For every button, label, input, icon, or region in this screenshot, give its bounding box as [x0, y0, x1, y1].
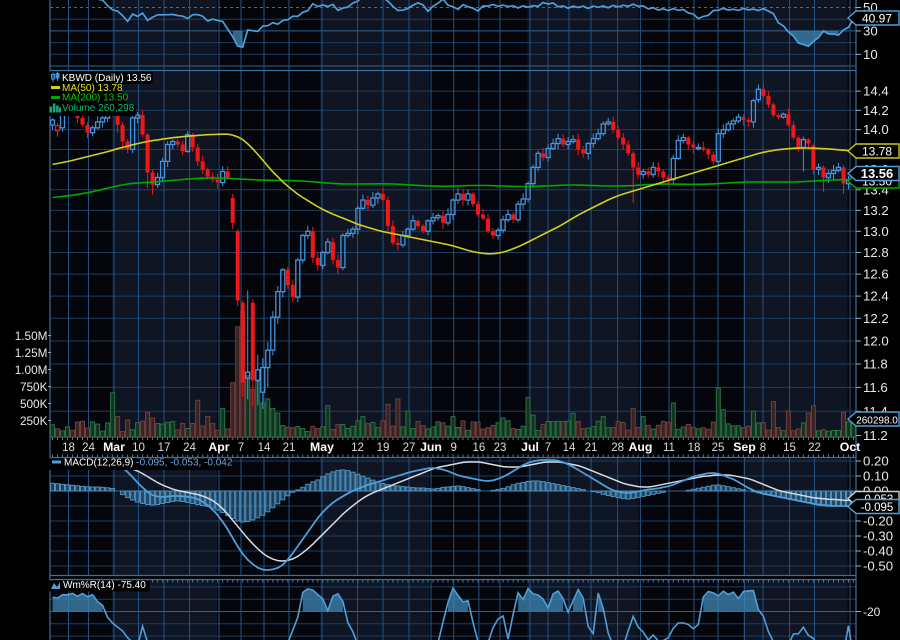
svg-text:24: 24	[183, 442, 196, 454]
svg-text:11.8: 11.8	[863, 357, 888, 372]
svg-text:13.0: 13.0	[863, 224, 889, 239]
svg-text:12.4: 12.4	[863, 289, 889, 304]
svg-text:-0.50: -0.50	[863, 559, 893, 574]
svg-text:MACD(12,26,9) -0.095, -0.053,: MACD(12,26,9) -0.095, -0.053, -0.042	[64, 458, 233, 469]
svg-text:Oct: Oct	[840, 440, 861, 454]
svg-text:12.8: 12.8	[863, 245, 889, 260]
svg-text:Jul: Jul	[521, 440, 539, 454]
svg-text:12.2: 12.2	[863, 311, 889, 326]
svg-text:11: 11	[663, 442, 675, 454]
svg-text:Jun: Jun	[420, 440, 442, 454]
svg-text:1.25M: 1.25M	[15, 346, 48, 360]
svg-text:260298.0: 260298.0	[856, 415, 898, 426]
svg-text:MA(200) 13.50: MA(200) 13.50	[62, 93, 129, 104]
svg-text:16: 16	[473, 442, 486, 454]
svg-text:Mar: Mar	[103, 440, 125, 454]
svg-text:1.50M: 1.50M	[15, 329, 48, 343]
svg-text:18: 18	[688, 442, 701, 454]
svg-text:22: 22	[808, 442, 821, 454]
svg-text:28: 28	[611, 442, 624, 454]
svg-text:8: 8	[760, 442, 766, 454]
svg-text:14.4: 14.4	[863, 84, 889, 99]
svg-text:250K: 250K	[20, 414, 48, 428]
svg-text:7: 7	[238, 442, 244, 454]
svg-text:MA(50) 13.78: MA(50) 13.78	[62, 83, 123, 94]
svg-text:30: 30	[863, 23, 878, 38]
svg-text:13.78: 13.78	[862, 144, 892, 158]
svg-text:14: 14	[563, 442, 576, 454]
svg-text:11.6: 11.6	[863, 380, 888, 395]
svg-text:12: 12	[351, 442, 364, 454]
svg-text:9: 9	[450, 442, 456, 454]
svg-text:24: 24	[82, 442, 95, 454]
svg-text:-0.095: -0.095	[861, 502, 894, 514]
svg-text:25: 25	[712, 442, 725, 454]
svg-text:-0.20: -0.20	[863, 514, 893, 529]
svg-text:Wm%R(14) -75.40: Wm%R(14) -75.40	[63, 580, 146, 591]
svg-text:17: 17	[158, 442, 171, 454]
svg-text:14.2: 14.2	[863, 103, 889, 118]
svg-text:13.56: 13.56	[861, 166, 894, 181]
svg-text:Sep: Sep	[733, 440, 756, 454]
svg-text:15: 15	[783, 442, 796, 454]
svg-text:12.0: 12.0	[863, 334, 889, 349]
svg-text:-0.30: -0.30	[863, 529, 893, 544]
svg-text:23: 23	[494, 442, 507, 454]
svg-text:18: 18	[62, 442, 75, 454]
svg-text:19: 19	[377, 442, 390, 454]
svg-text:14: 14	[258, 442, 271, 454]
svg-text:10: 10	[863, 47, 878, 62]
svg-text:Volume 260,298: Volume 260,298	[62, 103, 135, 114]
svg-text:1.00M: 1.00M	[15, 363, 48, 377]
svg-text:500K: 500K	[20, 397, 48, 411]
svg-text:KBWD (Daily) 13.56: KBWD (Daily) 13.56	[62, 73, 152, 84]
svg-text:21: 21	[585, 442, 598, 454]
svg-text:750K: 750K	[20, 380, 48, 394]
svg-text:11.2: 11.2	[863, 428, 888, 443]
svg-text:-20: -20	[863, 605, 881, 619]
svg-text:Apr: Apr	[208, 440, 229, 454]
svg-text:0.10: 0.10	[863, 469, 889, 484]
svg-text:21: 21	[283, 442, 296, 454]
svg-text:-0.40: -0.40	[863, 544, 893, 559]
svg-text:Aug: Aug	[628, 440, 652, 454]
svg-text:13.2: 13.2	[863, 203, 889, 218]
svg-text:10: 10	[132, 442, 145, 454]
svg-text:27: 27	[403, 442, 416, 454]
svg-text:7: 7	[545, 442, 551, 454]
svg-text:12.6: 12.6	[863, 267, 889, 282]
svg-text:14.0: 14.0	[863, 122, 889, 137]
svg-text:0.20: 0.20	[863, 454, 889, 469]
svg-text:40.97: 40.97	[862, 11, 892, 25]
svg-text:May: May	[310, 440, 334, 454]
